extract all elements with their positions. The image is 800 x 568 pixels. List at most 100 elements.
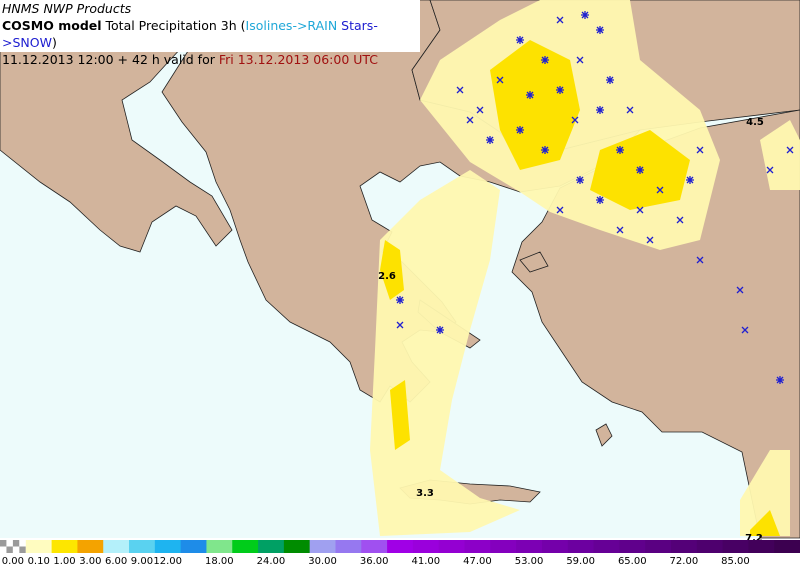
colorbar-swatch <box>258 540 285 553</box>
snow-cross <box>636 206 644 214</box>
colorbar-swatch <box>309 540 336 553</box>
product: ) <box>51 35 57 50</box>
snow-cross <box>656 186 664 194</box>
colorbar-label: 9.00 <box>131 556 153 567</box>
snow-cross <box>646 236 654 244</box>
heavy-rain <box>390 380 410 450</box>
colorbar-swatch <box>232 540 259 553</box>
snow-star <box>541 56 549 64</box>
colorbar-label: 85.00 <box>721 556 750 567</box>
colorbar-swatch <box>12 546 20 553</box>
colorbar-label: 6.00 <box>105 556 127 567</box>
map-label: 3.3 <box>416 488 434 499</box>
snow-star <box>596 106 604 114</box>
snow-cross <box>576 56 584 64</box>
snow-cross <box>571 116 579 124</box>
colorbar-swatch <box>361 540 388 553</box>
snow-cross <box>741 326 749 334</box>
colorbar-swatch <box>464 540 491 553</box>
map-label: 7.2 <box>745 533 763 544</box>
snow-cross <box>626 106 634 114</box>
snow-cross <box>766 166 774 174</box>
colorbar-label: 0.10 <box>28 556 50 567</box>
snow-cross <box>696 146 704 154</box>
header-line: 11.12.2013 12:00 + 42 h valid for Fri 13… <box>2 51 420 68</box>
rain-area <box>370 170 520 536</box>
italy <box>0 0 233 253</box>
colorbar-swatch <box>12 540 20 547</box>
snow-star <box>636 166 644 174</box>
snow-cross <box>696 256 704 264</box>
colorbar-swatch <box>722 540 749 553</box>
colorbar-swatch <box>77 540 104 553</box>
header-line: COSMO model Total Precipitation 3h (Isol… <box>2 17 420 51</box>
snow-star <box>516 126 524 134</box>
colorbar-label: 53.00 <box>515 556 544 567</box>
snow-cross <box>556 206 564 214</box>
snow-cross <box>396 321 404 329</box>
colorbar-swatch <box>103 540 130 553</box>
colorbar-label: 0.00 <box>2 556 24 567</box>
snow-cross <box>476 106 484 114</box>
colorbar-label: 30.00 <box>308 556 337 567</box>
colorbar-swatch <box>180 540 207 553</box>
valid-time: Fri 13.12.2013 06:00 UTC <box>218 52 379 67</box>
colorbar-swatch <box>206 540 233 553</box>
colorbar-swatch <box>387 540 414 553</box>
colorbar-swatch <box>516 540 543 553</box>
snow-star <box>486 136 494 144</box>
rhodes <box>595 423 613 447</box>
colorbar-swatch <box>748 540 775 553</box>
snow-legend: Stars->SNOW <box>2 18 378 50</box>
model: COSMO model <box>2 18 102 33</box>
snow-star <box>396 296 404 304</box>
snow-star <box>576 176 584 184</box>
colorbar-swatch <box>0 546 7 553</box>
colorbar-label: 47.00 <box>463 556 492 567</box>
snow-cross <box>616 226 624 234</box>
precipitation <box>370 0 800 536</box>
colorbar-swatch <box>154 540 182 553</box>
map-label: 4.5 <box>746 117 764 128</box>
colorbar-swatch <box>19 546 26 553</box>
rain-legend: Isolines->RAIN <box>245 18 338 33</box>
snow-cross <box>556 16 564 24</box>
heavy-rain <box>750 510 780 536</box>
heavy-rain <box>490 40 580 170</box>
snow-star <box>516 36 524 44</box>
product: Total Precipitation 3h ( <box>101 18 246 33</box>
colorbar-swatch <box>541 540 569 553</box>
run-time: 11.12.2013 12:00 + 42 h valid for <box>2 52 219 67</box>
snow-star <box>686 176 694 184</box>
colorbar-label: 18.00 <box>205 556 234 567</box>
snow-star <box>616 146 624 154</box>
colorbar-swatch <box>19 540 26 547</box>
colorbar-swatch <box>129 540 156 553</box>
snow-star <box>596 196 604 204</box>
snow-cross <box>676 216 684 224</box>
colorbar-swatch <box>670 540 698 553</box>
snow-star <box>596 26 604 34</box>
colorbar-label: 41.00 <box>411 556 440 567</box>
colorbar-label: 12.00 <box>153 556 182 567</box>
lesbos <box>519 251 549 273</box>
snow-cross <box>496 76 504 84</box>
colorbar-swatch <box>774 540 800 553</box>
snow-cross <box>466 116 474 124</box>
colorbar-label: 36.00 <box>360 556 389 567</box>
snow-star <box>526 91 534 99</box>
snow-star <box>606 76 614 84</box>
snow-star <box>581 11 589 19</box>
map-label: 2.6 <box>378 271 396 282</box>
colorbar-swatch <box>412 540 440 553</box>
colorbar-label: 1.00 <box>53 556 75 567</box>
snow-cross <box>736 286 744 294</box>
colorbar-swatch <box>6 546 13 553</box>
colorbar-swatch <box>283 540 311 553</box>
colorbar-swatch <box>490 540 517 553</box>
snow-star <box>541 146 549 154</box>
colorbar-label: 24.00 <box>257 556 286 567</box>
rain-area <box>760 120 800 190</box>
colorbar-swatch <box>438 540 466 553</box>
